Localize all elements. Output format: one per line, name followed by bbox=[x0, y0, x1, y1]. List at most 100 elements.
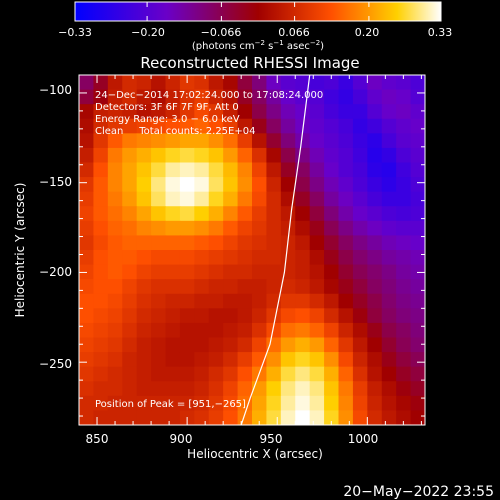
heatmap-cell bbox=[179, 308, 195, 324]
heatmap-cell bbox=[122, 133, 138, 149]
units-mid2: asec bbox=[284, 41, 310, 52]
heatmap-cell bbox=[324, 133, 340, 149]
heatmap-cell bbox=[338, 220, 354, 237]
heatmap-cell bbox=[136, 410, 152, 425]
heatmap-cell bbox=[93, 322, 109, 339]
heatmap-cell bbox=[223, 118, 239, 134]
x-tick-label-850: 850 bbox=[86, 432, 109, 446]
heatmap-cell bbox=[136, 293, 152, 309]
units-exp2: −1 bbox=[273, 39, 283, 47]
heatmap-cell bbox=[165, 206, 181, 222]
heatmap-cell bbox=[252, 293, 268, 309]
heatmap-cell bbox=[396, 264, 412, 280]
heatmap-cell bbox=[79, 322, 95, 339]
heatmap-cell bbox=[309, 366, 325, 382]
heatmap-cell bbox=[324, 177, 340, 193]
colorbar-gradient bbox=[75, 2, 441, 21]
heatmap-cell bbox=[396, 177, 412, 193]
heatmap-cell bbox=[136, 118, 152, 134]
heatmap-cell bbox=[324, 395, 340, 412]
heatmap-cell bbox=[165, 89, 181, 105]
heatmap-cell bbox=[151, 337, 167, 353]
heatmap-cell bbox=[280, 75, 296, 91]
heatmap-cell bbox=[107, 352, 123, 368]
heatmap-cell bbox=[396, 191, 412, 207]
heatmap-cell bbox=[93, 220, 109, 237]
heatmap-cell bbox=[151, 366, 167, 382]
heatmap-cell bbox=[223, 89, 239, 105]
heatmap-cell bbox=[338, 75, 354, 91]
heatmap-cell bbox=[396, 133, 412, 149]
heatmap-cell bbox=[252, 410, 268, 425]
heatmap-cell bbox=[295, 293, 311, 309]
heatmap-cell bbox=[381, 147, 397, 164]
heatmap-cell bbox=[93, 147, 109, 164]
y-tick-label-m150: −150 bbox=[39, 175, 72, 189]
heatmap-cell bbox=[309, 293, 325, 309]
heatmap-cell bbox=[165, 133, 181, 149]
heatmap-cell bbox=[266, 235, 282, 251]
heatmap-cell bbox=[151, 220, 167, 237]
heatmap-cell bbox=[252, 395, 268, 412]
heatmap-cell bbox=[381, 133, 397, 149]
heatmap-cell bbox=[295, 220, 311, 237]
heatmap-cell bbox=[237, 352, 253, 368]
heatmap-cell bbox=[122, 352, 138, 368]
heatmap-cell bbox=[93, 104, 109, 120]
heatmap-cell bbox=[93, 177, 109, 193]
heatmap-cell bbox=[367, 147, 383, 164]
heatmap-cell bbox=[410, 308, 425, 324]
heatmap-cell bbox=[381, 322, 397, 339]
heatmap-cell bbox=[93, 410, 109, 425]
heatmap-cell bbox=[252, 104, 268, 120]
heatmap-cell bbox=[324, 366, 340, 382]
heatmap-cell bbox=[396, 366, 412, 382]
heatmap-cell bbox=[136, 322, 152, 339]
x-axis-label: Heliocentric X (arcsec) bbox=[187, 447, 323, 461]
heatmap-cell bbox=[136, 220, 152, 237]
heatmap-cell bbox=[107, 147, 123, 164]
heatmap-cell bbox=[151, 177, 167, 193]
heatmap-cell bbox=[266, 264, 282, 280]
heatmap-cell bbox=[208, 366, 224, 382]
heatmap-cell bbox=[93, 206, 109, 222]
heatmap-cell bbox=[79, 191, 95, 207]
heatmap-cell bbox=[179, 191, 195, 207]
heatmap-cell bbox=[165, 191, 181, 207]
heatmap-cell bbox=[324, 206, 340, 222]
heatmap-cell bbox=[208, 162, 224, 178]
heatmap-cell bbox=[396, 308, 412, 324]
heatmap-cell bbox=[266, 118, 282, 134]
heatmap-cell bbox=[252, 191, 268, 207]
annotation-time-range: 24−Dec−2014 17:02:24.000 to 17:08:24.000 bbox=[95, 90, 323, 101]
heatmap-cell bbox=[194, 308, 210, 324]
heatmap-cell bbox=[324, 279, 340, 295]
heatmap-cell bbox=[107, 337, 123, 353]
heatmap-cell bbox=[367, 191, 383, 207]
heatmap-cell bbox=[107, 381, 123, 397]
heatmap-cell bbox=[223, 220, 239, 237]
heatmap-cell bbox=[179, 250, 195, 266]
heatmap-cell bbox=[295, 104, 311, 120]
heatmap-cell bbox=[381, 104, 397, 120]
heatmap-cell bbox=[338, 147, 354, 164]
heatmap-cell bbox=[295, 337, 311, 353]
heatmap-cell bbox=[237, 177, 253, 193]
heatmap-cell bbox=[324, 220, 340, 237]
heatmap-cell bbox=[324, 322, 340, 339]
heatmap-cell bbox=[79, 220, 95, 237]
heatmap-cell bbox=[381, 279, 397, 295]
annotation-peak-position: Position of Peak = [951,−265] bbox=[95, 399, 246, 410]
heatmap-cell bbox=[165, 352, 181, 368]
heatmap-cell bbox=[208, 104, 224, 120]
heatmap-cell bbox=[410, 235, 425, 251]
heatmap-cell bbox=[136, 264, 152, 280]
heatmap-cell bbox=[381, 337, 397, 353]
heatmap-cell bbox=[324, 191, 340, 207]
heatmap-cell bbox=[194, 381, 210, 397]
heatmap-cell bbox=[309, 352, 325, 368]
heatmap-cell bbox=[194, 250, 210, 266]
heatmap-cell bbox=[266, 322, 282, 339]
heatmap-cell bbox=[295, 147, 311, 164]
heatmap-cell bbox=[324, 75, 340, 91]
